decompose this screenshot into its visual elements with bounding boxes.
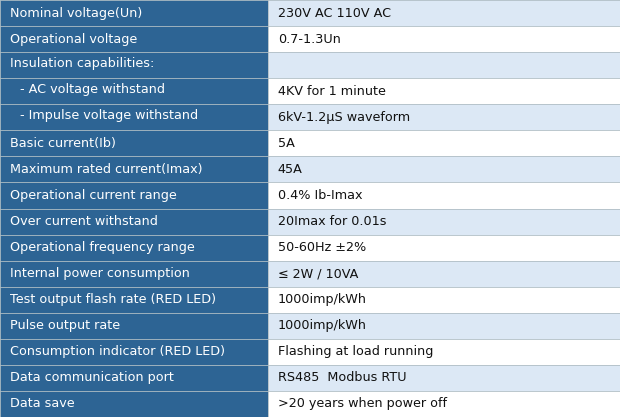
Bar [268,0,620,26]
Text: Data save: Data save [10,397,74,410]
Text: Flashing at load running: Flashing at load running [278,345,433,358]
Text: 1000imp/kWh: 1000imp/kWh [278,293,367,306]
Bar [0,391,268,417]
Bar [0,156,268,183]
Bar [0,365,268,391]
Text: 0.4% Ib-Imax: 0.4% Ib-Imax [278,189,362,202]
Bar [268,183,620,208]
Text: - Impulse voltage withstand: - Impulse voltage withstand [20,110,198,123]
Text: - AC voltage withstand: - AC voltage withstand [20,83,165,96]
Bar [268,104,620,130]
Bar [268,313,620,339]
Text: 6kV-1.2μS waveform: 6kV-1.2μS waveform [278,111,410,124]
Text: Consumption indicator (RED LED): Consumption indicator (RED LED) [10,345,225,358]
Bar [0,235,268,261]
Text: Maximum rated current(Imax): Maximum rated current(Imax) [10,163,203,176]
Text: Basic current(Ib): Basic current(Ib) [10,137,116,150]
Text: Test output flash rate (RED LED): Test output flash rate (RED LED) [10,293,216,306]
Bar [268,156,620,183]
Text: 0.7-1.3Un: 0.7-1.3Un [278,33,341,45]
Bar [268,208,620,235]
Bar [268,261,620,287]
Bar [0,287,268,313]
Text: 20Imax for 0.01s: 20Imax for 0.01s [278,215,386,228]
Text: ≤ 2W / 10VA: ≤ 2W / 10VA [278,267,358,280]
Bar [268,391,620,417]
Text: Nominal voltage(Un): Nominal voltage(Un) [10,7,142,20]
Bar [0,208,268,235]
Text: Operational voltage: Operational voltage [10,33,137,45]
Bar [268,365,620,391]
Bar [0,261,268,287]
Text: Over current withstand: Over current withstand [10,215,158,228]
Bar [0,0,268,26]
Text: Operational current range: Operational current range [10,189,177,202]
Text: Insulation capabilities:: Insulation capabilities: [10,58,154,70]
Text: 1000imp/kWh: 1000imp/kWh [278,319,367,332]
Bar [0,52,268,130]
Text: RS485  Modbus RTU: RS485 Modbus RTU [278,372,407,384]
Text: 50-60Hz ±2%: 50-60Hz ±2% [278,241,366,254]
Bar [268,78,620,104]
Bar [268,26,620,52]
Bar [0,130,268,156]
Bar [268,52,620,78]
Bar [268,287,620,313]
Text: 230V AC 110V AC: 230V AC 110V AC [278,7,391,20]
Text: >20 years when power off: >20 years when power off [278,397,447,410]
Text: Data communication port: Data communication port [10,372,174,384]
Text: 5A: 5A [278,137,294,150]
Bar [268,130,620,156]
Text: 45A: 45A [278,163,303,176]
Bar [0,183,268,208]
Text: 4KV for 1 minute: 4KV for 1 minute [278,85,386,98]
Bar [0,26,268,52]
Text: Internal power consumption: Internal power consumption [10,267,190,280]
Bar [268,339,620,365]
Bar [268,235,620,261]
Bar [0,339,268,365]
Text: Operational frequency range: Operational frequency range [10,241,195,254]
Bar [0,313,268,339]
Text: Pulse output rate: Pulse output rate [10,319,120,332]
